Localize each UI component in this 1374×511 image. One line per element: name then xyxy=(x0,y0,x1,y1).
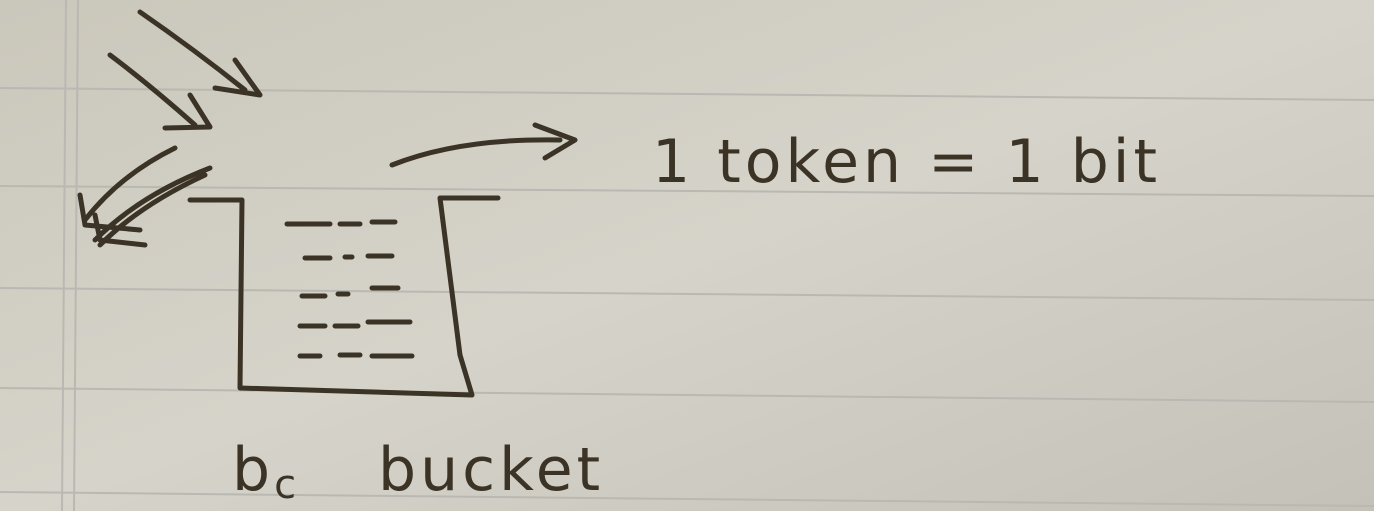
incoming-arrows xyxy=(77,9,263,248)
subscript: c xyxy=(274,462,300,508)
symbol: b xyxy=(232,435,274,505)
bucket-drawing xyxy=(187,122,578,398)
token-rule: 1 token = 1 bit xyxy=(652,127,1161,197)
bucket-label: bucket xyxy=(378,435,604,505)
bucket-symbol: bc xyxy=(232,435,300,508)
